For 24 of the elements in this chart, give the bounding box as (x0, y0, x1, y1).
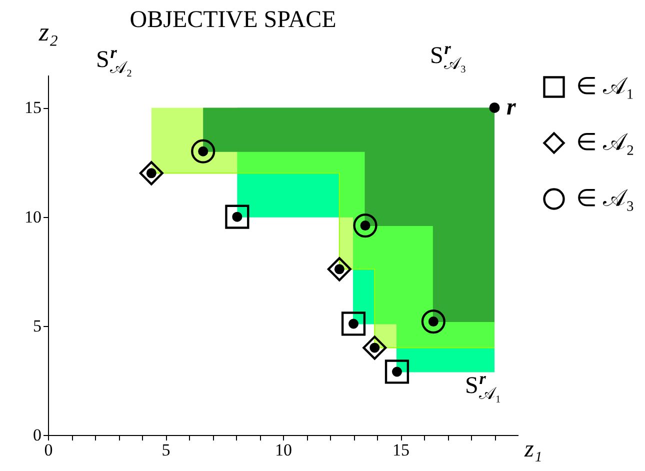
legend-label: ∈ 𝒜₂ (576, 130, 634, 156)
x-axis-title: z₁ (524, 436, 542, 462)
y-tick-label: 5 (33, 316, 42, 336)
x-tick-label: 5 (162, 440, 170, 460)
chart-title: OBJECTIVE SPACE (130, 7, 336, 33)
point (362, 336, 387, 360)
y-tick-label: 10 (24, 207, 42, 226)
legend-label: ∈ 𝒜₁ (576, 74, 634, 100)
point (341, 312, 366, 336)
y-axis-title: z₂ (38, 18, 58, 46)
series-label: r (506, 94, 516, 121)
point (139, 161, 164, 186)
point (421, 310, 446, 334)
y-tick-label: 15 (24, 98, 42, 118)
point (353, 214, 378, 238)
point (489, 102, 500, 113)
point (191, 139, 216, 164)
y-tick-label: 0 (33, 426, 42, 444)
point (384, 360, 410, 384)
x-tick-label: 10 (275, 440, 292, 460)
legend-label: ∈ 𝒜₃ (576, 186, 634, 212)
point (225, 204, 250, 229)
x-tick-label: 15 (392, 440, 410, 460)
point (327, 257, 352, 282)
